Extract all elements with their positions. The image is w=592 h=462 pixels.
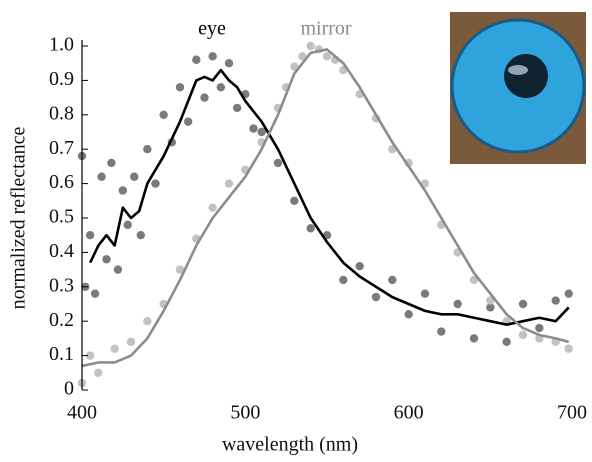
data-point [90, 289, 100, 298]
data-point [110, 344, 119, 353]
data-point [371, 292, 381, 302]
data-point [273, 158, 283, 168]
data-point [535, 323, 544, 333]
x-tick-label: 600 [394, 402, 424, 424]
data-point [453, 299, 462, 309]
x-tick-label: 400 [67, 402, 97, 424]
data-point [123, 220, 132, 230]
data-point [118, 186, 128, 195]
x-tick-label: 700 [557, 402, 587, 424]
data-point [175, 265, 185, 274]
eye-pupil [504, 54, 548, 98]
x-tick-label: 500 [230, 402, 260, 424]
data-point [322, 52, 332, 61]
data-point [420, 289, 430, 298]
y-tick-label: 0.2 [49, 309, 74, 331]
data-point [130, 172, 139, 181]
data-point [298, 52, 307, 61]
y-axis-label: normalized reflectance [8, 127, 30, 310]
data-point [143, 145, 152, 154]
data-point [136, 231, 145, 240]
x-axis-label: wavelength (nm) [222, 434, 358, 456]
data-point [126, 337, 136, 347]
y-tick-label: 0.8 [49, 102, 74, 124]
data-point [355, 261, 364, 271]
data-point [486, 296, 495, 305]
data-point [151, 179, 160, 188]
data-point [232, 103, 242, 113]
y-tick-label: 0 [64, 378, 74, 400]
data-point [257, 127, 266, 137]
data-point [339, 275, 348, 285]
inset-photo [450, 12, 586, 164]
legend-label: eye [198, 18, 226, 40]
data-point [94, 368, 103, 377]
data-point [175, 83, 185, 92]
data-point [404, 310, 413, 319]
data-point [85, 351, 95, 360]
data-point [249, 124, 258, 133]
plot-area [77, 41, 573, 388]
legend-label: mirror [300, 18, 351, 40]
series-line [88, 68, 570, 326]
data-point [437, 327, 446, 336]
eye-rim [450, 18, 586, 154]
data-point [143, 317, 152, 326]
data-point [224, 59, 234, 68]
data-point [388, 275, 397, 285]
data-point [192, 55, 201, 64]
data-point [208, 203, 217, 212]
data-point [564, 289, 573, 298]
data-point [469, 275, 479, 285]
y-tick-label: 0.3 [49, 274, 74, 296]
data-point [290, 62, 299, 71]
data-point [518, 330, 528, 340]
data-point [102, 255, 111, 264]
y-tick-label: 0.1 [49, 343, 74, 365]
data-point [216, 83, 226, 92]
data-point [469, 334, 479, 343]
data-point [97, 172, 106, 181]
data-point [518, 299, 528, 309]
y-tick-label: 0.6 [49, 171, 74, 193]
data-point [107, 158, 116, 168]
data-point [306, 41, 315, 51]
data-point [224, 179, 234, 188]
data-point [200, 93, 209, 102]
data-point [486, 303, 495, 312]
data-point [208, 52, 217, 61]
series-line [81, 48, 570, 368]
data-point [502, 337, 511, 347]
data-point [564, 344, 573, 353]
data-point [183, 117, 193, 126]
data-point [290, 196, 299, 205]
data-point [551, 296, 560, 305]
y-tick-label: 0.7 [49, 137, 74, 159]
y-tick-label: 0.5 [49, 206, 74, 228]
data-point [159, 110, 168, 120]
y-tick-label: 0.4 [49, 240, 74, 262]
y-tick-label: 1.0 [49, 34, 74, 56]
y-tick-label: 0.9 [49, 68, 74, 90]
data-point [113, 265, 123, 274]
data-point [85, 231, 95, 240]
eye-highlight [508, 65, 528, 75]
data-point [306, 224, 315, 233]
